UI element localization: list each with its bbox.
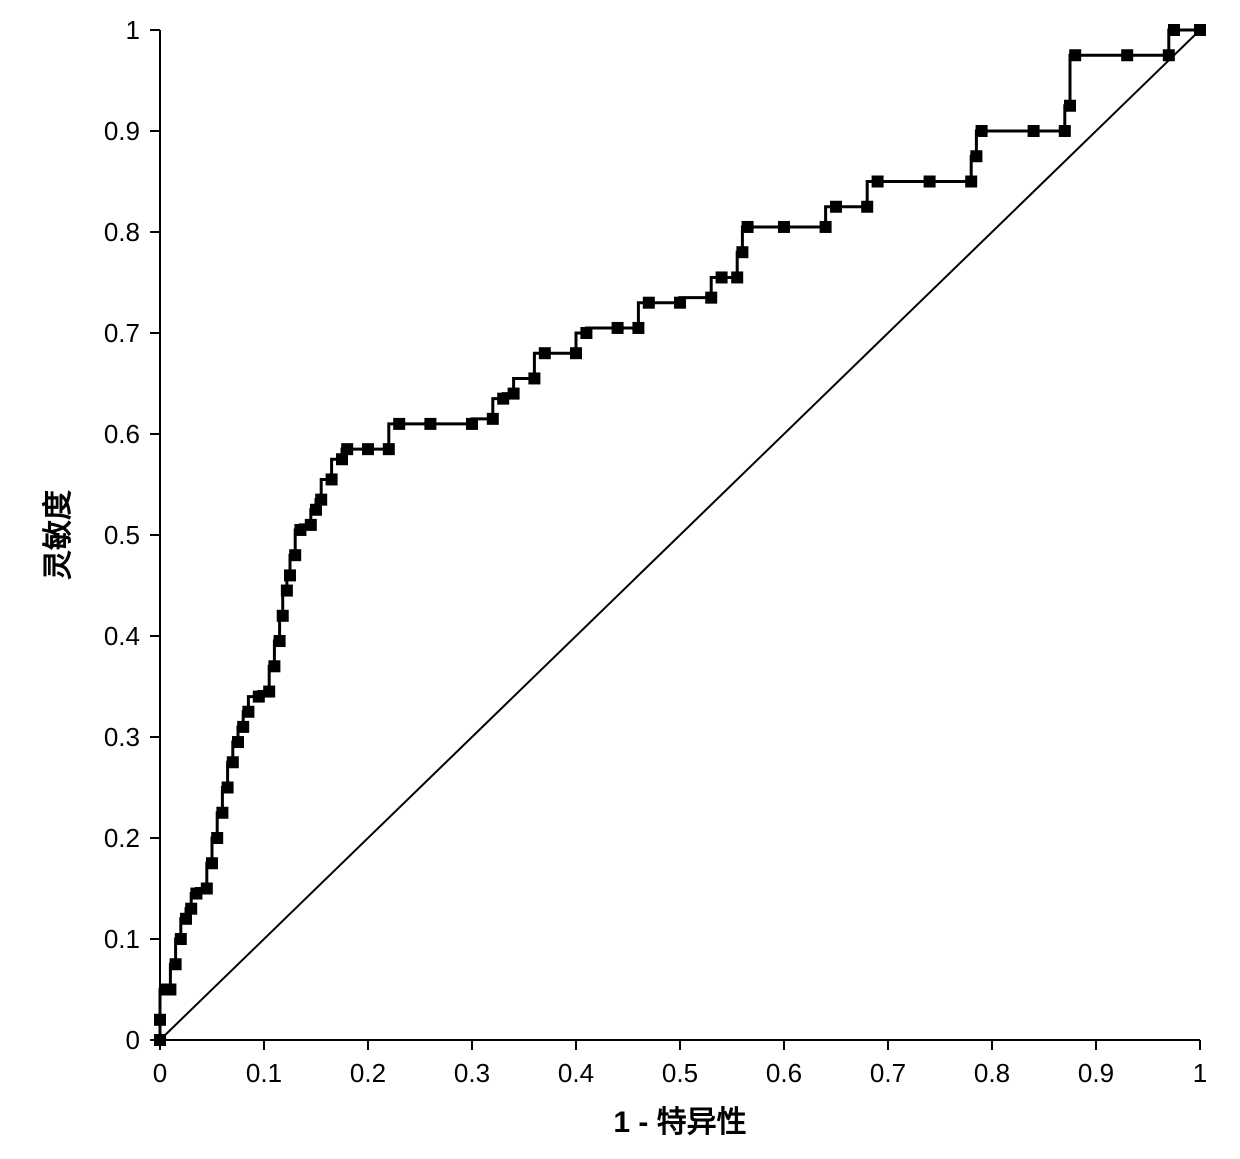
roc-point-marker xyxy=(872,176,884,188)
y-tick-label: 0.4 xyxy=(104,621,140,651)
y-axis-label: 灵敏度 xyxy=(42,490,75,580)
roc-point-marker xyxy=(154,1034,166,1046)
roc-point-marker xyxy=(383,443,395,455)
y-tick-label: 0.5 xyxy=(104,520,140,550)
roc-point-marker xyxy=(253,691,265,703)
roc-point-marker xyxy=(175,933,187,945)
roc-point-marker xyxy=(466,418,478,430)
roc-point-marker xyxy=(528,372,540,384)
roc-point-marker xyxy=(1168,24,1180,36)
roc-point-marker xyxy=(976,125,988,137)
roc-point-marker xyxy=(190,888,202,900)
roc-point-marker xyxy=(570,347,582,359)
roc-point-marker xyxy=(1121,49,1133,61)
y-tick-label: 0 xyxy=(126,1025,140,1055)
roc-point-marker xyxy=(742,221,754,233)
roc-point-marker xyxy=(289,549,301,561)
roc-point-marker xyxy=(1194,24,1206,36)
roc-point-marker xyxy=(1163,49,1175,61)
roc-point-marker xyxy=(362,443,374,455)
roc-point-marker xyxy=(232,736,244,748)
x-tick-label: 0.9 xyxy=(1078,1058,1114,1088)
roc-point-marker xyxy=(315,494,327,506)
roc-point-marker xyxy=(778,221,790,233)
roc-point-marker xyxy=(580,327,592,339)
roc-point-marker xyxy=(861,201,873,213)
roc-point-marker xyxy=(487,413,499,425)
roc-point-marker xyxy=(970,150,982,162)
roc-point-marker xyxy=(211,832,223,844)
roc-point-marker xyxy=(164,984,176,996)
roc-point-marker xyxy=(222,782,234,794)
roc-point-marker xyxy=(424,418,436,430)
roc-point-marker xyxy=(201,883,213,895)
roc-point-marker xyxy=(1028,125,1040,137)
y-tick-label: 0.1 xyxy=(104,924,140,954)
x-tick-label: 0.3 xyxy=(454,1058,490,1088)
roc-point-marker xyxy=(294,524,306,536)
roc-point-marker xyxy=(305,519,317,531)
roc-point-marker xyxy=(705,292,717,304)
x-tick-label: 0.5 xyxy=(662,1058,698,1088)
y-tick-label: 0.7 xyxy=(104,318,140,348)
roc-point-marker xyxy=(274,635,286,647)
roc-point-marker xyxy=(731,271,743,283)
roc-point-marker xyxy=(206,857,218,869)
y-tick-label: 1 xyxy=(126,15,140,45)
roc-point-marker xyxy=(632,322,644,334)
roc-point-marker xyxy=(1059,125,1071,137)
y-tick-label: 0.3 xyxy=(104,722,140,752)
roc-point-marker xyxy=(154,1014,166,1026)
x-tick-label: 1 xyxy=(1193,1058,1207,1088)
roc-point-marker xyxy=(237,721,249,733)
roc-point-marker xyxy=(612,322,624,334)
roc-point-marker xyxy=(263,686,275,698)
y-tick-label: 0.9 xyxy=(104,116,140,146)
roc-point-marker xyxy=(281,585,293,597)
roc-point-marker xyxy=(820,221,832,233)
roc-point-marker xyxy=(1069,49,1081,61)
roc-point-marker xyxy=(277,610,289,622)
roc-point-marker xyxy=(965,176,977,188)
roc-point-marker xyxy=(268,660,280,672)
x-tick-label: 0.8 xyxy=(974,1058,1010,1088)
roc-point-marker xyxy=(227,756,239,768)
roc-point-marker xyxy=(497,393,509,405)
x-tick-label: 0.4 xyxy=(558,1058,594,1088)
roc-svg: 0 0.1 0.2 0.3 0.4 0.5 0.6 0.7 0.8 0.9 1 0 0.1 0.2 0.3 0… xyxy=(0,0,1240,1159)
x-tick-label: 0.1 xyxy=(246,1058,282,1088)
roc-point-marker xyxy=(539,347,551,359)
y-tick-label: 0.6 xyxy=(104,419,140,449)
roc-point-marker xyxy=(341,443,353,455)
roc-point-marker xyxy=(736,246,748,258)
roc-point-marker xyxy=(393,418,405,430)
roc-point-marker xyxy=(170,958,182,970)
roc-point-marker xyxy=(216,807,228,819)
x-tick-label: 0 xyxy=(153,1058,167,1088)
x-tick-label: 0.6 xyxy=(766,1058,802,1088)
roc-point-marker xyxy=(716,271,728,283)
x-tick-label: 0.2 xyxy=(350,1058,386,1088)
roc-point-marker xyxy=(284,569,296,581)
roc-point-marker xyxy=(185,903,197,915)
x-tick-label: 0.7 xyxy=(870,1058,906,1088)
roc-point-marker xyxy=(1064,100,1076,112)
x-axis-label: 1 - 特异性 xyxy=(613,1106,746,1139)
roc-point-marker xyxy=(242,706,254,718)
roc-point-marker xyxy=(643,297,655,309)
roc-point-marker xyxy=(674,297,686,309)
roc-point-marker xyxy=(326,473,338,485)
roc-point-marker xyxy=(830,201,842,213)
roc-point-marker xyxy=(924,176,936,188)
y-tick-label: 0.8 xyxy=(104,217,140,247)
roc-chart: 0 0.1 0.2 0.3 0.4 0.5 0.6 0.7 0.8 0.9 1 0 0.1 0.2 0.3 0… xyxy=(0,0,1240,1159)
y-tick-label: 0.2 xyxy=(104,823,140,853)
roc-point-marker xyxy=(508,388,520,400)
